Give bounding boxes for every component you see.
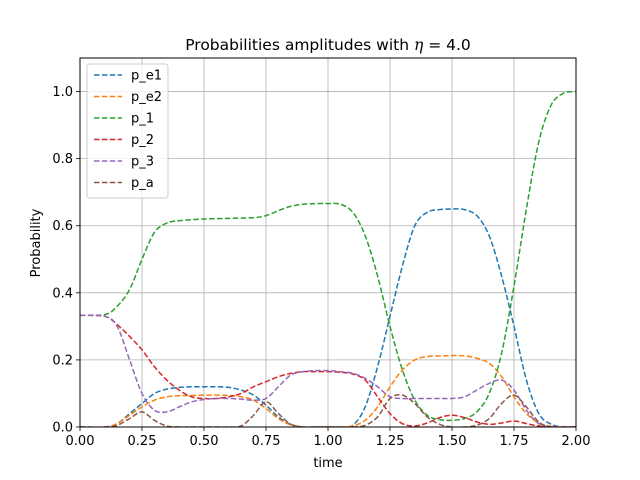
y-tick-label: 0.6 [52,219,73,234]
legend-label: p_e1 [131,69,162,84]
legend: p_e1 p_e2 p_1 p_2 p_3 p_a [86,63,169,199]
legend-item: p_2 [94,133,154,148]
legend-label: p_2 [131,133,154,148]
legend-label: p_3 [131,155,154,170]
x-tick-label: 1.75 [500,434,529,449]
y-tick-label: 0.8 [52,152,73,167]
x-tick-label: 2.00 [562,434,591,449]
x-tick-label: 0.75 [252,434,281,449]
legend-item: p_3 [94,155,154,170]
y-tick-label: 0.2 [52,353,73,368]
series-line-p-e2 [80,354,576,427]
x-ticks: 0.00 0.25 0.50 0.75 1.00 1.25 1.50 1.75 2.00 [66,427,591,449]
series-line-p-3 [80,314,576,427]
x-tick-label: 1.50 [438,434,467,449]
y-axis-label: Probability [29,208,44,277]
x-tick-label: 1.00 [314,434,343,449]
y-tick-label: 0.0 [52,421,73,436]
x-tick-label: 0.25 [128,434,157,449]
x-tick-label: 1.25 [376,434,405,449]
y-tick-label: 0.4 [52,286,73,301]
x-axis-label: time [313,456,342,471]
legend-box [86,63,169,199]
legend-label: p_a [131,176,154,191]
legend-label: p_1 [131,112,154,127]
legend-label: p_e2 [131,90,162,105]
y-tick-label: 1.0 [52,85,73,100]
x-tick-label: 0.00 [66,434,95,449]
series-line-p-1 [80,90,576,422]
legend-item: p_e2 [94,90,162,105]
series-line-p-2 [80,314,576,427]
y-ticks: 0.0 0.2 0.4 0.6 0.8 1.0 [52,85,80,436]
series-line-p-e1 [80,208,576,427]
x-tick-label: 0.50 [190,434,219,449]
legend-item: p_e1 [94,69,162,84]
series-lines [80,90,576,427]
legend-item: p_a [94,176,154,191]
chart-title: Probabilities amplitudes with η = 4.0 [185,36,471,54]
legend-item: p_1 [94,112,154,127]
grid [79,58,577,428]
